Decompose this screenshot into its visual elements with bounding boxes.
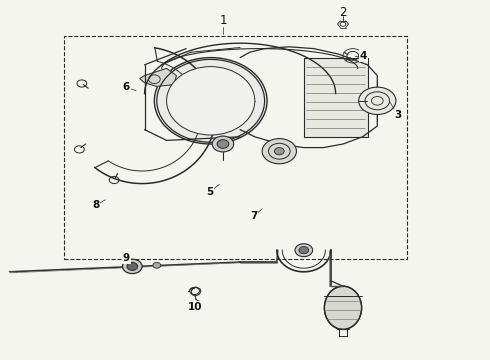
Circle shape: [212, 136, 234, 152]
Circle shape: [202, 94, 220, 107]
Text: 10: 10: [188, 302, 202, 312]
Circle shape: [262, 139, 296, 164]
Circle shape: [274, 148, 284, 155]
Text: 3: 3: [394, 110, 401, 120]
Text: 5: 5: [206, 187, 213, 197]
Circle shape: [153, 262, 161, 268]
Text: 7: 7: [250, 211, 258, 221]
Text: 9: 9: [123, 253, 130, 263]
Bar: [64, 36, 407, 259]
Ellipse shape: [154, 58, 267, 144]
Text: 4: 4: [360, 51, 368, 61]
Circle shape: [295, 244, 313, 257]
Ellipse shape: [167, 67, 255, 135]
Circle shape: [217, 140, 229, 148]
Circle shape: [122, 259, 142, 274]
Circle shape: [359, 87, 396, 114]
Text: 1: 1: [219, 14, 227, 27]
Bar: [304, 58, 368, 137]
Text: 6: 6: [123, 82, 130, 93]
Circle shape: [127, 262, 138, 270]
Text: 2: 2: [339, 6, 347, 19]
Ellipse shape: [324, 286, 362, 329]
Polygon shape: [140, 68, 176, 86]
Circle shape: [299, 247, 309, 254]
Text: 8: 8: [93, 200, 99, 210]
Circle shape: [207, 98, 215, 104]
